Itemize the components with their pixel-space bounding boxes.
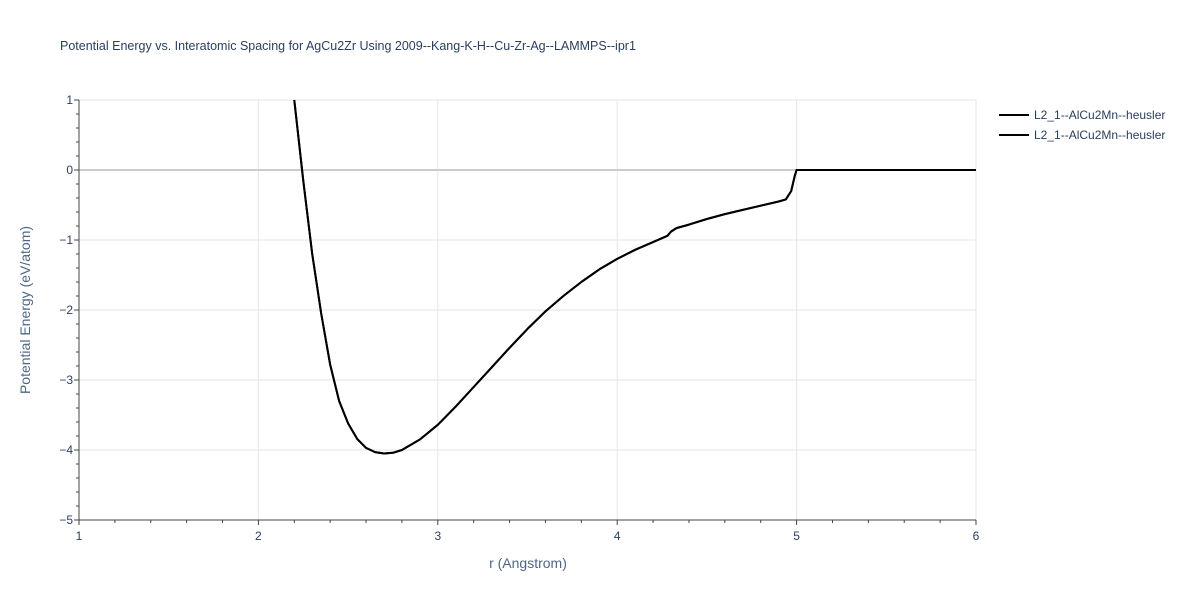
x-axis-ticks: 1 2 3 4 5 6 bbox=[76, 529, 980, 543]
axes bbox=[74, 99, 977, 525]
y-axis-ticks: 1 0 −1 −2 −3 −4 −5 bbox=[59, 93, 73, 527]
legend-label: L2_1--AlCu2Mn--heusler bbox=[1034, 108, 1165, 122]
y-tick-label: −4 bbox=[59, 443, 73, 457]
y-tick-label: −5 bbox=[59, 513, 73, 527]
y-tick-label: −3 bbox=[59, 373, 73, 387]
y-tick-label: −1 bbox=[59, 233, 73, 247]
series-line-1 bbox=[293, 100, 976, 455]
chart-title: Potential Energy vs. Interatomic Spacing… bbox=[60, 39, 636, 53]
y-tick-label: −2 bbox=[59, 303, 73, 317]
legend-item-1[interactable]: L2_1--AlCu2Mn--heusler bbox=[999, 108, 1165, 122]
series-layer bbox=[293, 100, 976, 455]
x-tick-label: 6 bbox=[973, 529, 980, 543]
x-tick-label: 3 bbox=[434, 529, 441, 543]
series-line-2 bbox=[293, 100, 976, 455]
legend-label: L2_1--AlCu2Mn--heusler bbox=[1034, 128, 1165, 142]
x-tick-label: 5 bbox=[793, 529, 800, 543]
x-tick-label: 4 bbox=[614, 529, 621, 543]
x-tick-label: 2 bbox=[255, 529, 262, 543]
y-tick-label: 1 bbox=[66, 93, 73, 107]
y-axis-title: Potential Energy (eV/atom) bbox=[17, 226, 33, 394]
legend-item-2[interactable]: L2_1--AlCu2Mn--heusler bbox=[999, 128, 1165, 142]
x-tick-label: 1 bbox=[76, 529, 83, 543]
grid-lines bbox=[79, 99, 977, 520]
legend[interactable]: L2_1--AlCu2Mn--heusler L2_1--AlCu2Mn--heu… bbox=[999, 108, 1165, 142]
y-tick-label: 0 bbox=[66, 163, 73, 177]
x-axis-title: r (Angstrom) bbox=[489, 555, 567, 571]
